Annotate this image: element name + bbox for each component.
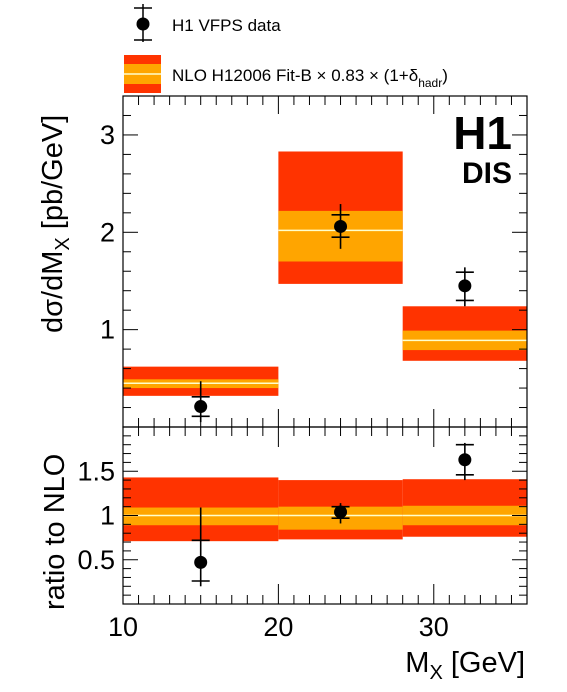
y-tick-label: 3 <box>100 120 115 150</box>
data-point <box>194 555 208 569</box>
legend-theory-label-main: NLO H12006 Fit-B × 0.83 × (1+δ <box>172 66 418 85</box>
legend: H1 VFPS data NLO H12006 Fit-B × 0.83 × (… <box>124 4 448 93</box>
legend-data-marker <box>134 4 152 42</box>
data-point <box>194 400 208 414</box>
x-tick-label: 10 <box>108 612 138 642</box>
top-y-axis-title: dσ/dMX [pb/GeV] <box>37 115 74 333</box>
legend-theory-swatch <box>124 55 161 93</box>
cross-section-panel: 1 2 3 <box>100 95 528 428</box>
experiment-process: DIS <box>462 157 512 190</box>
x-tick-label: 30 <box>419 612 449 642</box>
data-point <box>458 279 472 293</box>
legend-theory-label-sub: hadr <box>418 76 442 90</box>
legend-theory-label-end: ) <box>442 66 448 85</box>
y-tick-label: 1 <box>100 501 115 531</box>
y-tick-label: 2 <box>100 217 115 247</box>
data-point <box>334 219 348 233</box>
y-tick-label: 1 <box>100 315 115 345</box>
legend-data-label: H1 VFPS data <box>172 16 281 35</box>
legend-theory-label: NLO H12006 Fit-B × 0.83 × (1+δhadr) <box>172 66 448 90</box>
y-tick-label: 1.5 <box>77 456 115 486</box>
data-point <box>458 453 472 467</box>
experiment-name: H1 <box>453 107 512 159</box>
data-point <box>334 505 348 519</box>
bottom-y-axis-title: ratio to NLO <box>39 454 71 610</box>
x-axis-title: MX [GeV] <box>405 647 525 684</box>
ratio-panel: 0.5 1 1.5 10 20 30 <box>77 426 528 642</box>
y-tick-label: 0.5 <box>77 545 115 575</box>
x-tick-label: 20 <box>263 612 293 642</box>
